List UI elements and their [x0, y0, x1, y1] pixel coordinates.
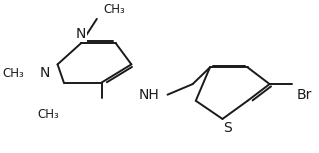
Text: S: S	[223, 121, 232, 135]
Text: N: N	[40, 66, 50, 80]
Text: CH₃: CH₃	[3, 67, 25, 80]
Text: Br: Br	[296, 88, 312, 102]
Text: N: N	[76, 27, 86, 41]
Text: NH: NH	[138, 88, 159, 102]
Text: CH₃: CH₃	[37, 108, 59, 121]
Text: CH₃: CH₃	[103, 3, 125, 16]
